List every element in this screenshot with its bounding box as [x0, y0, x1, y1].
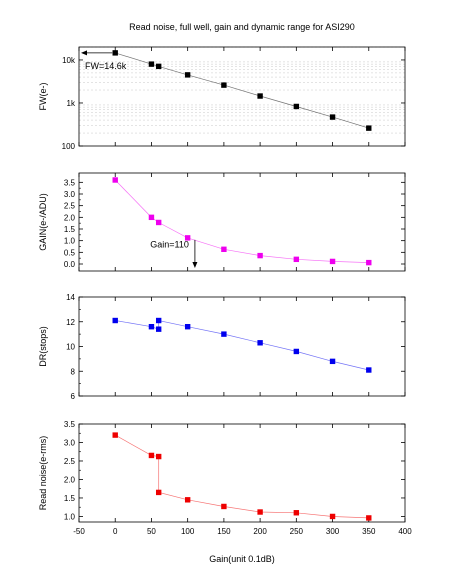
- data-point: [184, 324, 191, 330]
- y-axis-label: DR(stops): [38, 326, 48, 367]
- data-point: [366, 515, 372, 521]
- plot-frame: [78, 172, 406, 272]
- data-point: [221, 246, 227, 252]
- x-axis-label: Gain(unit 0.1dB): [209, 554, 275, 564]
- data-point: [148, 61, 155, 67]
- panel-3: 6 8 10 12 14 DR(stops): [38, 293, 406, 401]
- x-tick-label: -50: [73, 527, 85, 536]
- data-point: [112, 432, 118, 438]
- data-point: [148, 214, 155, 221]
- panel-4: 1.0 1.5 2.0 2.5 3.0 3.5 -50 0 50 100 150 200 250 300 3…: [38, 420, 412, 536]
- y-tick-label: 0.0: [64, 260, 76, 269]
- y-tick-label: 12: [66, 318, 75, 327]
- panels-group: 1001k10kFW(e-)FW=14.6k0.00.51.01.52.02.5…: [38, 46, 412, 536]
- data-point: [366, 125, 372, 131]
- y-tick-label: 2.5: [64, 457, 76, 466]
- plot-frame: [78, 46, 406, 147]
- data-point: [257, 340, 263, 346]
- series-line: [115, 434, 369, 519]
- data-point: [155, 63, 162, 70]
- data-point: [293, 348, 300, 355]
- annotation-text: Gain=110: [150, 239, 189, 249]
- y-tick-label: 100: [62, 142, 76, 151]
- annotation-text: FW=14.6k: [85, 61, 127, 71]
- y-tick-label: 2.0: [64, 213, 76, 222]
- data-point: [293, 103, 300, 110]
- y-tick-label: 10k: [62, 56, 76, 65]
- data-point: [329, 358, 336, 365]
- data-point: [221, 503, 227, 510]
- y-tick-label: 2.0: [64, 475, 76, 484]
- x-tick-label: 400: [398, 527, 412, 536]
- data-point: [366, 259, 372, 266]
- data-point: [366, 367, 372, 373]
- data-point: [148, 324, 155, 330]
- data-point: [221, 82, 227, 88]
- y-axis-label: Read noise(e-rms): [38, 436, 48, 511]
- data-point: [184, 235, 191, 241]
- y-tick-label: 1.5: [64, 225, 76, 234]
- y-axis-label: GAIN(e-/ADU): [38, 193, 48, 251]
- series-line: [114, 179, 369, 263]
- x-tick-label: 100: [181, 527, 195, 536]
- annotation-arrowhead: [81, 50, 87, 56]
- x-tick-label: 300: [326, 527, 340, 536]
- y-tick-label: 8: [71, 367, 76, 376]
- data-point: [329, 513, 336, 520]
- data-point: [257, 93, 263, 99]
- annotation-arrowhead: [192, 262, 198, 268]
- y-tick-label: 10: [66, 343, 75, 352]
- y-tick-label: 3.0: [64, 438, 76, 447]
- x-tick-label: 50: [147, 527, 156, 536]
- chart-title: Read noise, full well, gain and dynamic …: [129, 22, 355, 32]
- data-point: [293, 256, 300, 263]
- panel-2: 0.0 0.5 1.0 1.5 2.0 2.5 3.0 3.5 GAIN(e-/ADU) Gain…: [38, 172, 406, 272]
- y-tick-label: 1.0: [64, 237, 76, 246]
- data-point: [221, 331, 227, 337]
- data-point: [329, 258, 336, 265]
- data-point: [329, 114, 336, 120]
- data-point: [257, 509, 263, 515]
- data-point: [257, 252, 263, 259]
- data-point: [184, 72, 191, 78]
- y-tick-label: 14: [66, 293, 75, 302]
- plot-frame: [78, 296, 406, 397]
- data-point: [112, 50, 118, 56]
- y-axis-label: FW(e-): [38, 83, 48, 111]
- data-point: [184, 497, 191, 503]
- y-tick-label: 1k: [67, 99, 76, 108]
- data-point: [112, 317, 118, 324]
- y-tick-label: 0.5: [64, 248, 76, 257]
- data-point: [155, 453, 162, 460]
- y-tick-label: 3.5: [64, 178, 76, 187]
- y-tick-label: 1.0: [64, 512, 76, 521]
- data-point: [148, 452, 155, 459]
- data-point: [155, 489, 162, 496]
- x-tick-label: 250: [290, 527, 304, 536]
- x-tick-label: 200: [253, 527, 267, 536]
- data-point: [155, 326, 162, 332]
- y-tick-label: 6: [71, 392, 76, 401]
- y-tick-label: 3.5: [64, 420, 76, 429]
- data-point: [155, 317, 162, 324]
- x-tick-label: 150: [217, 527, 231, 536]
- data-point: [155, 219, 162, 226]
- y-tick-label: 3.0: [64, 190, 76, 199]
- y-tick-label: 1.5: [64, 494, 76, 503]
- data-point: [112, 177, 118, 183]
- panel-1: 100 1k 10k FW(e-) FW=14.6k: [38, 46, 406, 151]
- data-point: [293, 510, 300, 516]
- plot-frame: [78, 423, 406, 523]
- y-tick-label: 2.5: [64, 202, 76, 211]
- x-tick-label: 0: [113, 527, 118, 536]
- series-line: [115, 320, 369, 371]
- x-tick-label: 350: [362, 527, 376, 536]
